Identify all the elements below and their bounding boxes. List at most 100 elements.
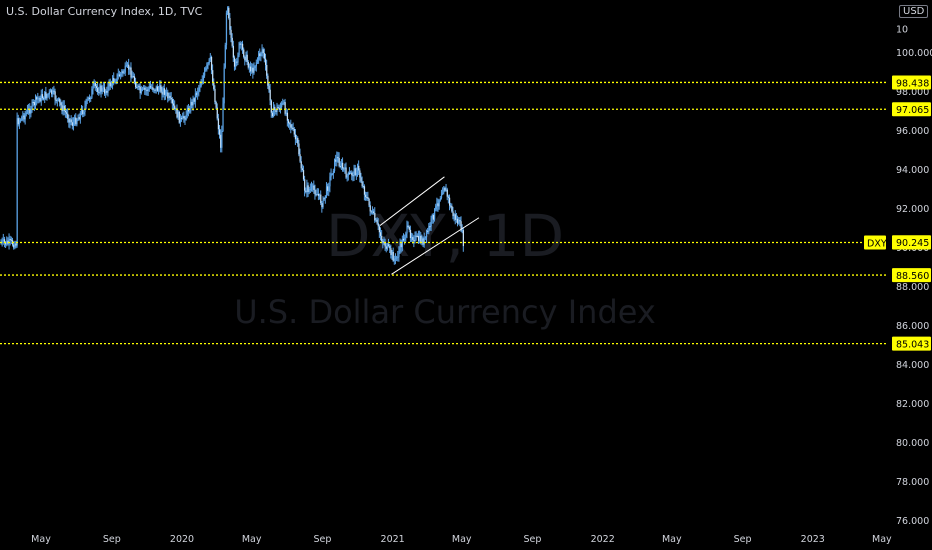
candle-body: [332, 171, 335, 175]
candle-body: [47, 94, 49, 96]
candle-body: [155, 86, 157, 91]
candle-body: [313, 185, 315, 190]
candle-body: [334, 159, 336, 172]
candle-body: [194, 93, 197, 102]
candle-body: [200, 83, 202, 87]
candle-body: [1, 240, 3, 244]
x-tick-label: 2022: [591, 534, 615, 545]
candle-body: [207, 63, 209, 65]
candle-body: [253, 68, 255, 73]
level-label: 88.560: [896, 271, 929, 282]
y-tick-label: 94.000: [896, 165, 929, 176]
candle-body: [399, 243, 401, 251]
candle-body: [181, 117, 183, 119]
candle-body: [457, 218, 459, 224]
candle-body: [247, 61, 249, 68]
candle-body: [71, 122, 73, 126]
candle-body: [252, 67, 254, 73]
candle-body: [33, 102, 36, 106]
candle-body: [447, 196, 450, 198]
candle-body: [26, 109, 29, 113]
candle-body: [68, 118, 70, 123]
candle-body: [271, 112, 274, 117]
x-tick-label: Sep: [734, 534, 752, 545]
level-label: 90.245: [896, 238, 929, 249]
candle-body: [238, 43, 240, 56]
candle-body: [168, 95, 170, 99]
candle-body: [248, 66, 251, 68]
candle-body: [440, 194, 443, 198]
candle-body: [112, 78, 114, 84]
candle-body: [36, 97, 38, 100]
candle-body: [21, 117, 23, 120]
y-tick-label: 84.000: [896, 360, 929, 371]
candle-body: [321, 203, 323, 208]
candle-body: [225, 12, 228, 46]
candle-body: [209, 56, 211, 60]
candle-body: [409, 229, 412, 239]
candle-body: [35, 97, 37, 106]
candle-body: [455, 218, 458, 220]
candle-body: [232, 45, 234, 58]
candle-body: [147, 88, 149, 92]
candle-body: [346, 175, 348, 178]
candle-body: [72, 122, 75, 126]
candle-body: [459, 220, 461, 222]
candle-body: [375, 219, 377, 221]
candle-body: [215, 102, 217, 108]
candle-body: [5, 242, 7, 245]
candle-body: [82, 109, 84, 115]
candle-body: [179, 117, 182, 123]
candle-body: [378, 226, 381, 233]
candle-body: [316, 193, 318, 195]
y-tick-label: 88.000: [896, 282, 929, 293]
candle-body: [17, 118, 19, 125]
candle-body: [243, 49, 245, 57]
candle-body: [99, 85, 101, 93]
candle-body: [376, 219, 378, 224]
candle-body: [380, 232, 382, 236]
candle-body: [414, 235, 416, 242]
candle-body: [330, 174, 332, 177]
candle-body: [186, 107, 188, 115]
candle-body: [67, 113, 69, 119]
candle-body: [351, 172, 353, 176]
candle-body: [461, 230, 463, 232]
y-tick-label: 82.000: [896, 399, 929, 410]
candle-body: [220, 134, 222, 148]
candle-body: [193, 98, 195, 102]
candle-body: [124, 65, 126, 73]
y-tick-label: 98.000: [896, 87, 929, 98]
candle-body: [95, 86, 98, 88]
candle-body: [184, 118, 186, 120]
x-tick-label: 2020: [170, 534, 194, 545]
candle-body: [201, 81, 203, 84]
candle-body: [219, 129, 221, 135]
candle-body: [340, 162, 343, 167]
candle-body: [366, 197, 368, 199]
candle-body: [403, 238, 405, 241]
candle-body: [436, 203, 438, 206]
candle-body: [107, 85, 109, 93]
y-tick-label: 10: [896, 25, 908, 36]
candle-body: [90, 97, 92, 99]
currency-button[interactable]: USD: [899, 5, 929, 18]
candle-body: [120, 73, 122, 76]
candle-body: [392, 251, 394, 261]
candle-body: [70, 119, 72, 123]
candle-body: [23, 115, 25, 120]
candle-body: [25, 112, 27, 115]
candle-body: [319, 194, 321, 196]
candle-body: [413, 239, 415, 242]
candle-body: [222, 103, 224, 131]
candle-body: [231, 37, 233, 46]
candle-body: [0, 243, 2, 245]
candle-body: [277, 107, 279, 109]
candle-body: [388, 244, 390, 246]
candle-body: [289, 123, 291, 125]
candle-body: [113, 78, 115, 83]
candle-body: [444, 187, 446, 191]
candle-body: [240, 43, 243, 45]
